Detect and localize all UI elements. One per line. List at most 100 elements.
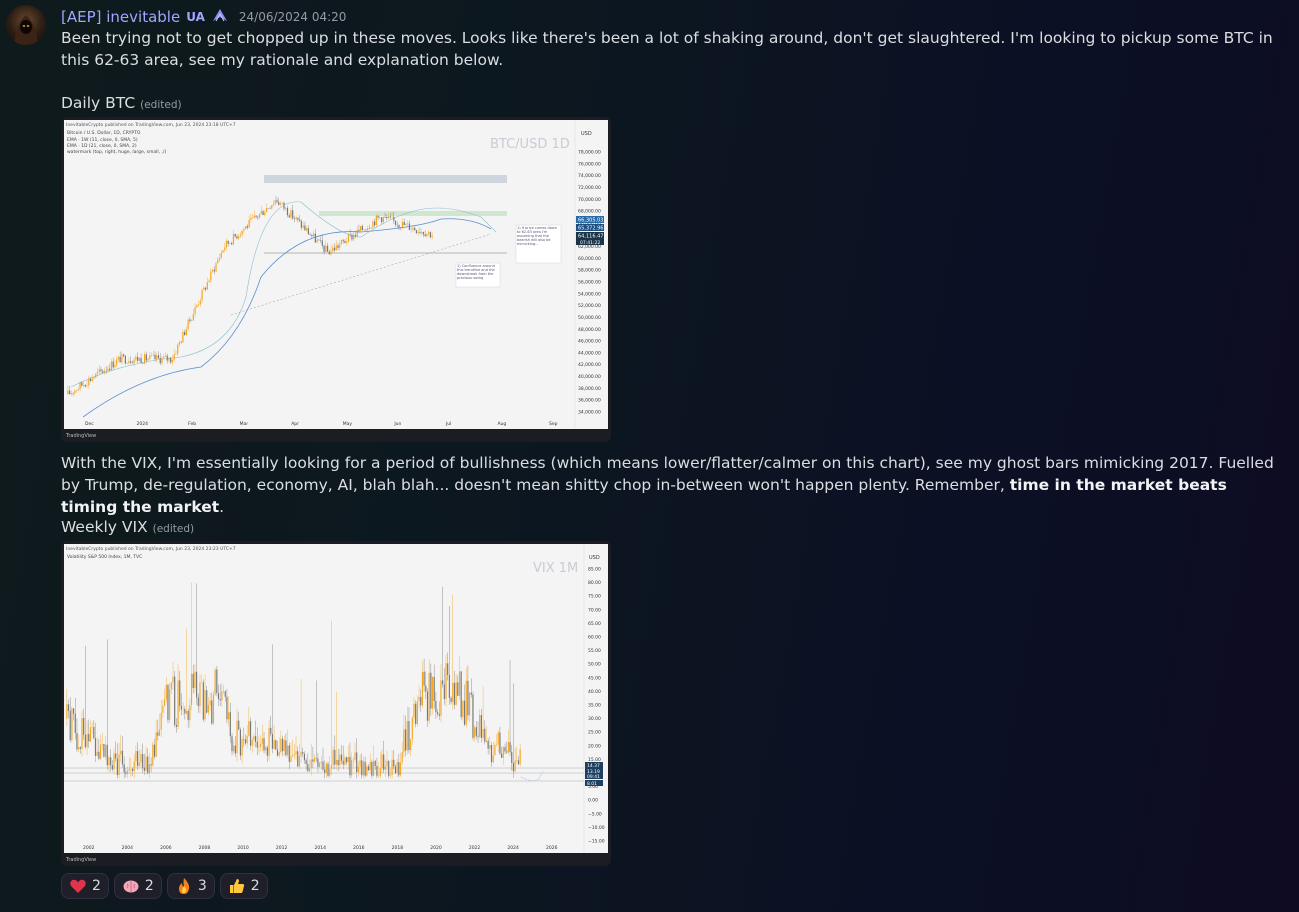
candle-body: [329, 768, 331, 776]
reaction-thumbs-up[interactable]: 2: [219, 873, 268, 899]
candle-body: [126, 770, 129, 774]
y-tick-label: 74,000.00: [578, 173, 601, 179]
candle-body: [351, 760, 353, 776]
candle-body: [440, 680, 442, 716]
reaction-fire[interactable]: 3: [166, 873, 215, 899]
candle-body: [452, 682, 454, 702]
candle-body: [171, 359, 174, 363]
candle-body: [206, 282, 208, 290]
btc-chart-image[interactable]: InevitableCrypto published on TradingVie…: [61, 117, 611, 442]
message-text-2-end: .: [219, 498, 225, 516]
user-avatar[interactable]: [6, 5, 46, 45]
btc-candles: [67, 195, 433, 397]
candle-body: [386, 761, 388, 767]
candle-body: [70, 393, 72, 395]
candle-body: [479, 715, 481, 737]
btc-price-label-1-bg: [576, 216, 604, 223]
candle-body: [312, 759, 314, 762]
candle-body: [310, 759, 312, 768]
candle-body: [69, 390, 71, 395]
candle-body: [185, 710, 188, 714]
vix-candles: [66, 582, 521, 779]
candle-body: [410, 229, 412, 231]
candle-body: [290, 756, 292, 762]
candle-body: [266, 747, 268, 756]
candle-body: [201, 682, 203, 684]
candle-body: [180, 705, 183, 710]
candle-body: [298, 756, 300, 767]
message-text-2: With the VIX, I'm essentially looking fo…: [61, 452, 1286, 518]
y-tick-label: 44,000.00: [578, 350, 601, 356]
timestamp: 24/06/2024 04:20: [238, 10, 347, 24]
candle-body: [93, 727, 95, 739]
candle-body: [69, 710, 71, 741]
candle-body: [307, 228, 309, 235]
y-tick-label: 54,000.00: [578, 291, 601, 297]
candle-body: [91, 727, 93, 728]
candle-body: [111, 765, 113, 770]
candle-body: [257, 216, 259, 218]
brain-emoji-icon: [123, 880, 139, 893]
vix-chart-image[interactable]: InevitableCrypto published on TradingVie…: [61, 541, 611, 866]
vix-chart: InevitableCrypto published on TradingVie…: [64, 544, 608, 863]
candle-body: [274, 200, 276, 204]
candle-body: [363, 229, 365, 231]
y-tick-label: 60,000.00: [578, 256, 601, 262]
candle-body: [332, 749, 334, 766]
candle-body: [157, 355, 160, 359]
candle-body: [169, 689, 171, 720]
candle-body: [340, 240, 343, 245]
candle-body: [125, 772, 127, 774]
candle-body: [231, 736, 233, 752]
candle-body: [519, 749, 521, 765]
username[interactable]: [AEP] inevitable: [61, 8, 181, 26]
candle-body: [243, 738, 245, 740]
candle-body: [222, 691, 225, 692]
candle-body: [170, 682, 172, 690]
candle-body: [438, 713, 440, 716]
candle-body: [475, 727, 477, 736]
candle-body: [217, 693, 220, 700]
candle-body: [96, 372, 99, 374]
candle-body: [470, 692, 472, 695]
candle-body: [383, 754, 385, 770]
candle-body: [174, 676, 176, 725]
candle-body: [448, 675, 450, 698]
candle-body: [379, 217, 381, 218]
candle-body: [120, 750, 122, 755]
candle-body: [234, 233, 236, 237]
candle-body: [177, 680, 179, 727]
role-badge: UA: [186, 10, 205, 24]
candle-body: [98, 369, 100, 373]
candle-body: [72, 708, 75, 714]
candle-body: [314, 233, 316, 243]
candle-body: [253, 736, 255, 741]
candle-body: [408, 720, 410, 751]
candle-body: [211, 700, 213, 724]
candle-body: [330, 765, 333, 769]
candle-body: [214, 669, 216, 695]
candle-body: [319, 240, 322, 241]
y-tick-label: 50,000.00: [578, 315, 601, 321]
candle-body: [419, 232, 421, 234]
candle-body: [197, 697, 199, 707]
y-tick-label: 20.00: [588, 743, 601, 749]
reaction-brain[interactable]: 2: [113, 873, 162, 899]
candle-body: [224, 247, 226, 251]
btc-edited-label: (edited): [140, 99, 182, 111]
reaction-heart[interactable]: 2: [61, 873, 109, 899]
x-tick-label: 2022: [469, 845, 481, 851]
candle-body: [319, 763, 321, 767]
candle-body: [330, 250, 332, 255]
candle-body: [147, 756, 149, 774]
btc-chart-title: Daily BTC (edited): [61, 94, 182, 112]
candle-body: [426, 233, 428, 237]
candle-body: [354, 752, 356, 760]
candle-body: [360, 226, 362, 231]
candle-body: [278, 202, 280, 205]
candle-body: [262, 211, 264, 216]
candle-body: [143, 354, 146, 364]
candle-body: [271, 205, 273, 209]
y-tick-label: 55.00: [588, 648, 601, 654]
candle-body: [196, 671, 198, 698]
